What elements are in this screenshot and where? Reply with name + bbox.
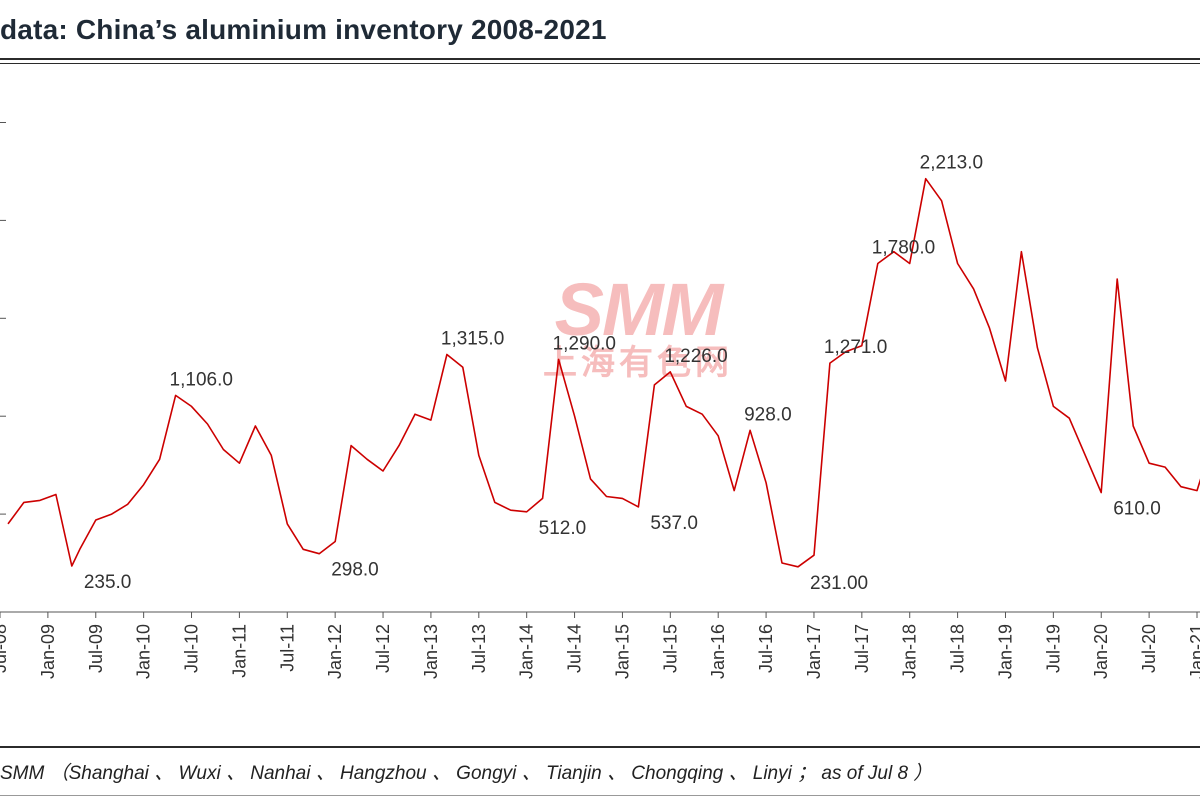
x-tick-label: Jul-15	[660, 624, 680, 673]
x-tick-label: Jul-08	[0, 624, 10, 673]
source-note: SMM （Shanghai 、 Wuxi 、 Nanhai 、 Hangzhou…	[0, 763, 933, 784]
data-label: 235.0	[84, 572, 132, 593]
x-tick-label: Jul-18	[948, 624, 968, 673]
data-labels: 235.0 1,106.0 298.0 1,315.0 512.0 1,290.0 537.…	[84, 153, 1161, 594]
data-label: 231.00	[810, 573, 868, 594]
data-label: 2,213.0	[920, 153, 983, 174]
data-label: 928.0	[744, 404, 792, 425]
chart-series	[7, 177, 1200, 568]
x-tick-label: Jul-12	[373, 624, 393, 673]
x-tick-label: Jul-13	[469, 624, 489, 673]
data-label: 1,271.0	[824, 337, 887, 358]
data-label: 512.0	[539, 518, 587, 539]
data-label: 1,315.0	[441, 329, 504, 350]
x-tick-label: Jan-17	[804, 624, 824, 679]
data-label: 1,226.0	[664, 346, 727, 367]
x-tick-label: Jul-14	[565, 624, 585, 673]
x-tick-label: Jan-13	[421, 624, 441, 679]
x-tick-label: Jan-19	[995, 624, 1015, 679]
chart-axes	[0, 122, 1200, 613]
x-tick-label: Jan-09	[38, 624, 58, 679]
footer-bottom-rule	[0, 795, 1200, 796]
x-tick-label: Jan-20	[1091, 624, 1111, 679]
data-label: 1,780.0	[872, 237, 935, 258]
x-tick-label: Jan-16	[708, 624, 728, 679]
x-tick-label: Jul-20	[1139, 624, 1159, 673]
chart-title: data: China’s aluminium inventory 2008-2…	[0, 14, 607, 45]
title-rule-bottom	[0, 63, 1200, 64]
watermark-logo-text: SMM	[554, 268, 724, 351]
x-tick-label: Jul-09	[86, 624, 106, 673]
x-axis-tick-labels: Jul-08 Jan-09 Jul-09 Jan-10 Jul-10 Jan-11 Jul-…	[0, 612, 1200, 679]
data-label: 1,106.0	[170, 369, 233, 390]
x-tick-label: Jan-18	[900, 624, 920, 679]
x-tick-label: Jan-11	[229, 624, 249, 678]
x-tick-label: Jan-12	[325, 624, 345, 679]
x-tick-label: Jul-19	[1043, 624, 1063, 673]
data-label: 1,290.0	[553, 333, 616, 354]
x-tick-label: Jan-15	[612, 624, 632, 679]
data-label: 537.0	[650, 513, 698, 534]
x-tick-label: Jul-10	[182, 624, 202, 673]
data-label: 610.0	[1113, 499, 1161, 520]
x-tick-label: Jan-10	[134, 624, 154, 679]
title-rule-top	[0, 58, 1200, 60]
footer-rule	[0, 746, 1200, 748]
data-label: 298.0	[331, 560, 379, 581]
x-tick-label: Jul-17	[852, 624, 872, 673]
smm-watermark-logo: SMM 上海有色网	[518, 268, 758, 382]
x-tick-label: Jan-14	[517, 624, 537, 679]
x-tick-label: Jul-16	[756, 624, 776, 673]
x-tick-label: Jul-11	[277, 624, 297, 672]
inventory-series-line	[7, 177, 1200, 568]
x-tick-label: Jan-21	[1187, 624, 1200, 679]
watermark-logo-subtext: 上海有色网	[543, 344, 733, 382]
